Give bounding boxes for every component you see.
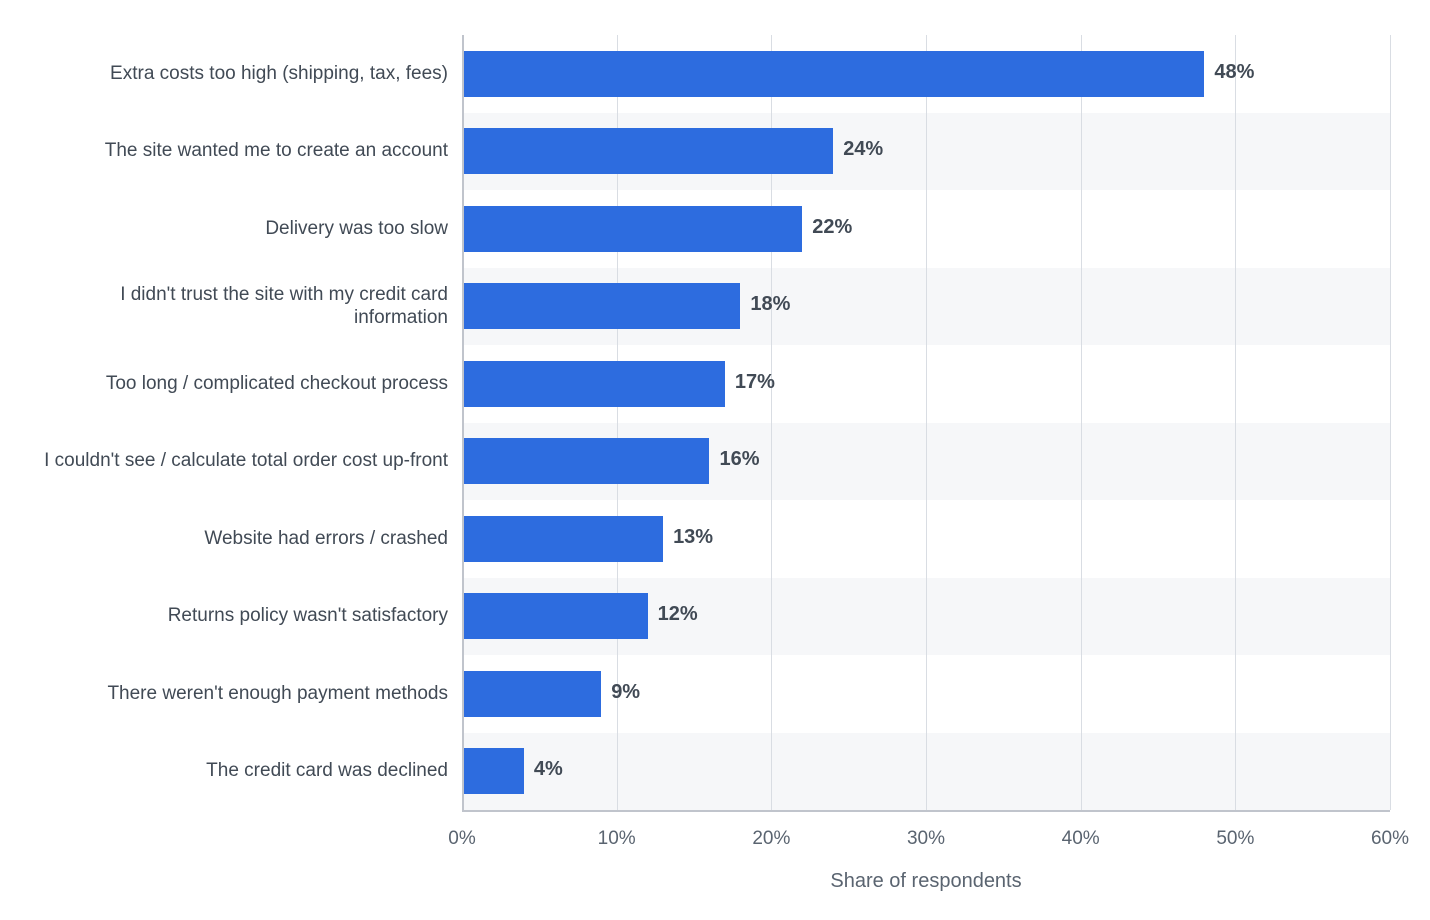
x-tick-label: 0% [448, 828, 475, 850]
bar-value-label: 13% [673, 526, 713, 549]
x-tick-label: 10% [598, 828, 636, 850]
gridline [926, 35, 927, 810]
category-label: Delivery was too slow [38, 190, 448, 268]
category-label: The credit card was declined [38, 733, 448, 811]
y-axis-line [462, 35, 464, 810]
category-label: I didn't trust the site with my credit c… [38, 268, 448, 346]
bar [462, 51, 1204, 97]
category-label: Website had errors / crashed [38, 500, 448, 578]
bar-value-label: 9% [611, 681, 640, 704]
chart-container: 48% 24% 22% 18% 17% 16% 13% 12% 9% 4% Extra costs… [0, 0, 1430, 920]
gridline [1390, 35, 1391, 810]
bar [462, 128, 833, 174]
bar-value-label: 16% [719, 448, 759, 471]
gridline [1235, 35, 1236, 810]
category-label: Returns policy wasn't satisfactory [38, 578, 448, 656]
x-tick-label: 50% [1216, 828, 1254, 850]
gridline [1081, 35, 1082, 810]
category-label: I couldn't see / calculate total order c… [38, 423, 448, 501]
category-label: There weren't enough payment methods [38, 655, 448, 733]
category-label: Extra costs too high (shipping, tax, fee… [38, 35, 448, 113]
bar [462, 283, 740, 329]
bar-value-label: 12% [658, 603, 698, 626]
bar-value-label: 48% [1214, 61, 1254, 84]
bar [462, 361, 725, 407]
bar [462, 593, 648, 639]
bar-value-label: 17% [735, 371, 775, 394]
x-tick-label: 20% [752, 828, 790, 850]
x-axis-title: Share of respondents [830, 870, 1021, 893]
x-axis-line [462, 810, 1390, 812]
bar [462, 438, 709, 484]
plot-area: 48% 24% 22% 18% 17% 16% 13% 12% 9% 4% [462, 35, 1390, 810]
bar-value-label: 4% [534, 758, 563, 781]
x-tick-label: 60% [1371, 828, 1409, 850]
bar [462, 748, 524, 794]
bar [462, 206, 802, 252]
category-label: The site wanted me to create an account [38, 113, 448, 191]
bar [462, 671, 601, 717]
bar-value-label: 22% [812, 216, 852, 239]
bar-value-label: 18% [750, 293, 790, 316]
x-tick-label: 40% [1062, 828, 1100, 850]
category-label: Too long / complicated checkout process [38, 345, 448, 423]
x-tick-label: 30% [907, 828, 945, 850]
bar [462, 516, 663, 562]
bar-value-label: 24% [843, 138, 883, 161]
